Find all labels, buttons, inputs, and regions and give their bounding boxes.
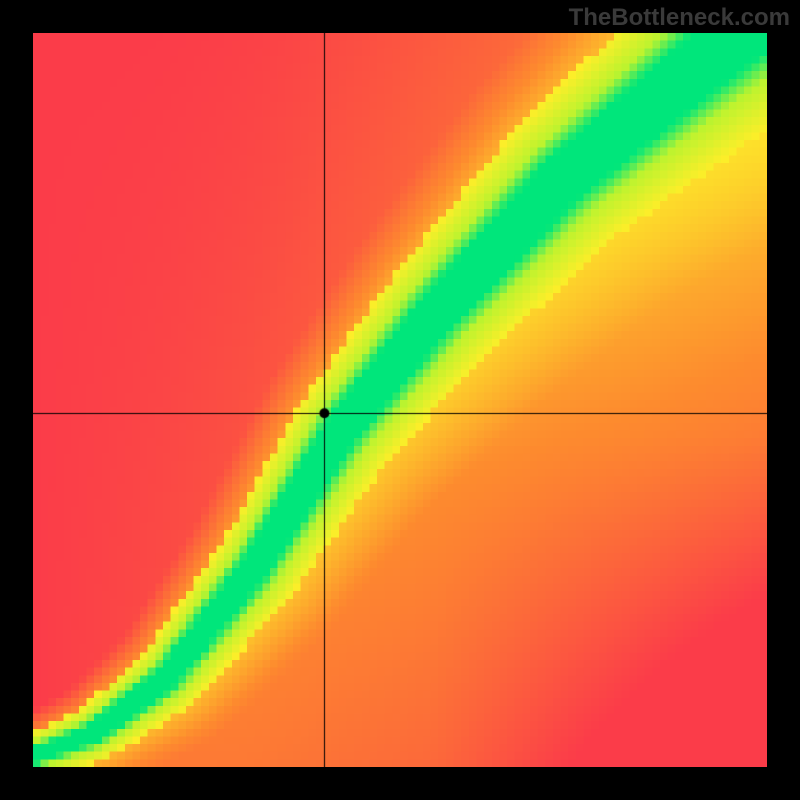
overlay-canvas: [33, 33, 767, 767]
chart-container: TheBottleneck.com: [0, 0, 800, 800]
watermark-text: TheBottleneck.com: [569, 4, 790, 32]
